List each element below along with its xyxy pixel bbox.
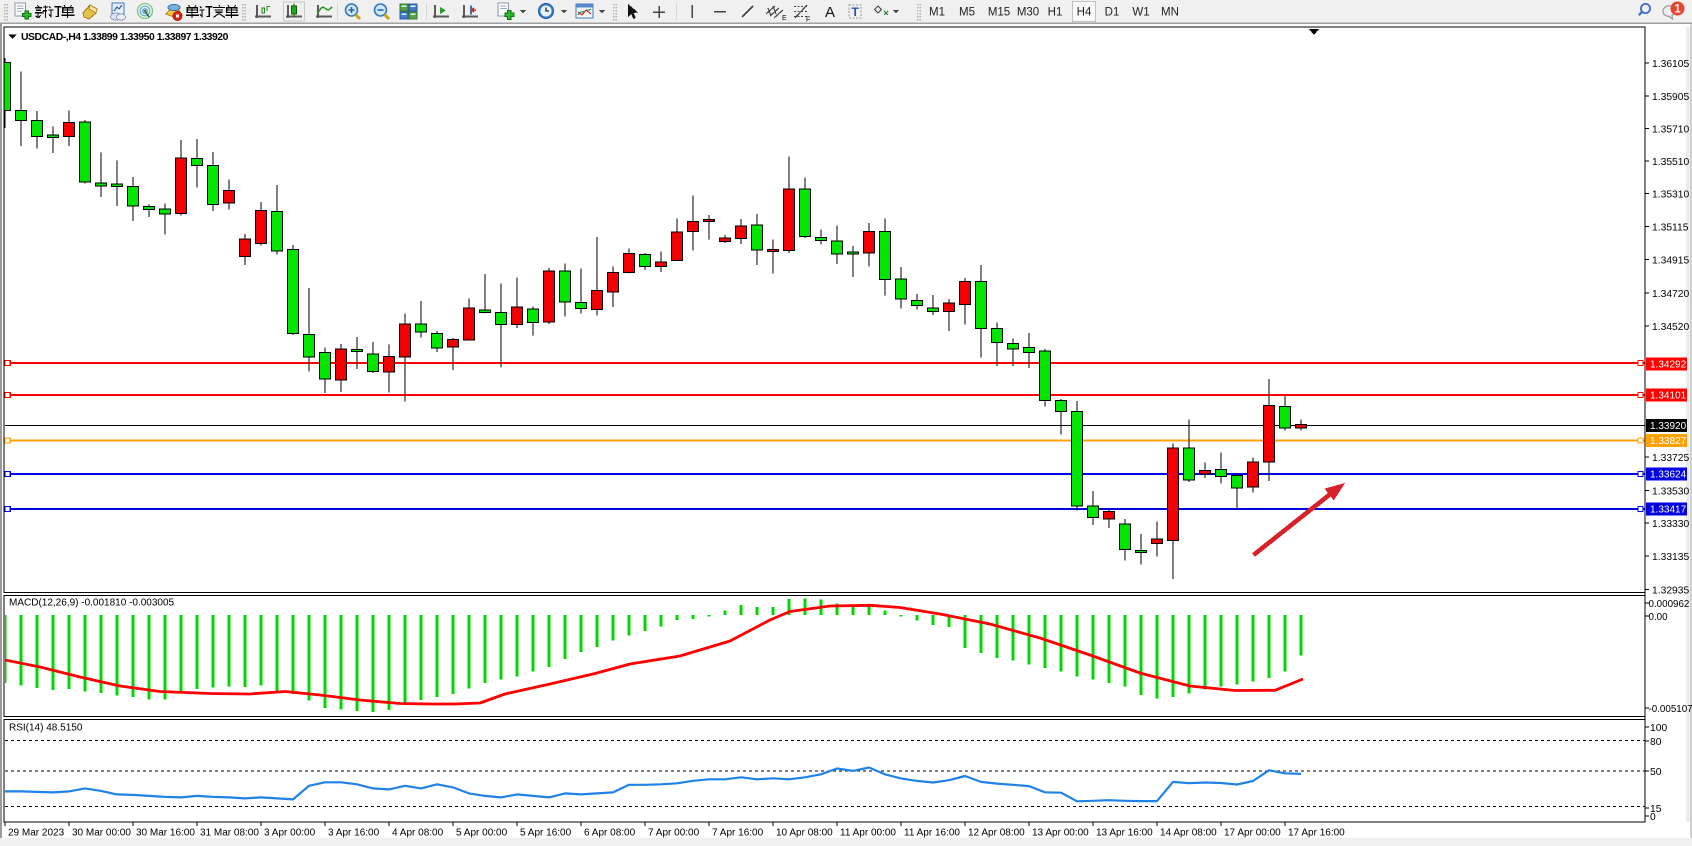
svg-text:1.35310: 1.35310 [1652,189,1689,200]
svg-text:1.33330: 1.33330 [1652,519,1689,530]
svg-text:-0.005107: -0.005107 [1649,704,1692,715]
svg-text:1.35710: 1.35710 [1652,124,1689,135]
svg-text:F: F [806,17,810,24]
svg-text:1.34915: 1.34915 [1652,255,1689,266]
svg-text:17 Apr 16:00: 17 Apr 16:00 [1288,828,1345,839]
svg-text:7 Apr 00:00: 7 Apr 00:00 [648,828,700,839]
svg-text:3 Apr 16:00: 3 Apr 16:00 [328,828,380,839]
svg-text:11 Apr 00:00: 11 Apr 00:00 [840,828,896,839]
svg-text:6 Apr 08:00: 6 Apr 08:00 [584,828,636,839]
svg-text:H4: H4 [1077,7,1092,19]
svg-text:USDCAD-,H4 1.33899 1.33950 1.: USDCAD-,H4 1.33899 1.33950 1.33897 1.339… [21,32,229,43]
svg-text:30 Mar 16:00: 30 Mar 16:00 [136,828,195,839]
svg-text:M5: M5 [959,7,975,19]
svg-text:0.000962: 0.000962 [1649,599,1690,610]
svg-text:M15: M15 [988,7,1010,19]
svg-text:1: 1 [1674,4,1681,16]
svg-text:1.32935: 1.32935 [1652,585,1689,596]
svg-text:0: 0 [1650,812,1656,823]
svg-text:5 Apr 16:00: 5 Apr 16:00 [520,828,572,839]
svg-text:1.33530: 1.33530 [1652,486,1689,497]
svg-text:1.33725: 1.33725 [1652,453,1689,464]
svg-text:30 Mar 00:00: 30 Mar 00:00 [72,828,131,839]
svg-text:1.33417: 1.33417 [1650,505,1687,516]
svg-text:1.33920: 1.33920 [1650,421,1687,432]
svg-text:13 Apr 00:00: 13 Apr 00:00 [1032,828,1089,839]
svg-text:3 Apr 00:00: 3 Apr 00:00 [264,828,316,839]
svg-text:MN: MN [1161,7,1179,19]
svg-text:14 Apr 08:00: 14 Apr 08:00 [1160,828,1217,839]
svg-text:RSI(14) 48.5150: RSI(14) 48.5150 [9,723,83,734]
svg-text:D1: D1 [1105,7,1120,19]
svg-text:1.33624: 1.33624 [1650,470,1687,481]
svg-text:17 Apr 00:00: 17 Apr 00:00 [1224,828,1281,839]
svg-text:100: 100 [1650,723,1667,734]
svg-text:T: T [852,5,860,19]
svg-text:1.34101: 1.34101 [1650,391,1687,402]
svg-text:MACD(12,26,9) -0.001810 -0.003: MACD(12,26,9) -0.001810 -0.003005 [9,598,175,609]
svg-text:7 Apr 16:00: 7 Apr 16:00 [712,828,764,839]
svg-text:1.35510: 1.35510 [1652,157,1689,168]
svg-text:12 Apr 08:00: 12 Apr 08:00 [968,828,1025,839]
svg-text:15: 15 [1650,804,1662,815]
svg-text:1.35905: 1.35905 [1652,92,1689,103]
svg-text:1.34520: 1.34520 [1652,322,1689,333]
svg-text:13 Apr 16:00: 13 Apr 16:00 [1096,828,1153,839]
svg-text:1.34720: 1.34720 [1652,289,1689,300]
svg-text:1.33135: 1.33135 [1652,552,1689,563]
svg-text:1.36105: 1.36105 [1652,59,1689,70]
svg-text:H1: H1 [1048,7,1063,19]
svg-text:1.35115: 1.35115 [1652,222,1689,233]
svg-text:1.33827: 1.33827 [1650,436,1687,447]
svg-text:80: 80 [1650,737,1662,748]
svg-text:A: A [825,4,835,21]
svg-text:5 Apr 00:00: 5 Apr 00:00 [456,828,508,839]
svg-text:E: E [782,15,787,22]
svg-text:50: 50 [1650,767,1662,778]
svg-text:M30: M30 [1017,7,1039,19]
svg-text:1.34292: 1.34292 [1650,360,1687,371]
svg-text:4 Apr 08:00: 4 Apr 08:00 [392,828,444,839]
svg-text:31 Mar 08:00: 31 Mar 08:00 [200,828,259,839]
svg-text:11 Apr 16:00: 11 Apr 16:00 [904,828,960,839]
svg-text:W1: W1 [1132,7,1149,19]
svg-text:0.00: 0.00 [1649,612,1669,623]
svg-text:10 Apr 08:00: 10 Apr 08:00 [776,828,833,839]
svg-text:M1: M1 [929,7,945,19]
svg-text:29 Mar 2023: 29 Mar 2023 [8,828,65,839]
